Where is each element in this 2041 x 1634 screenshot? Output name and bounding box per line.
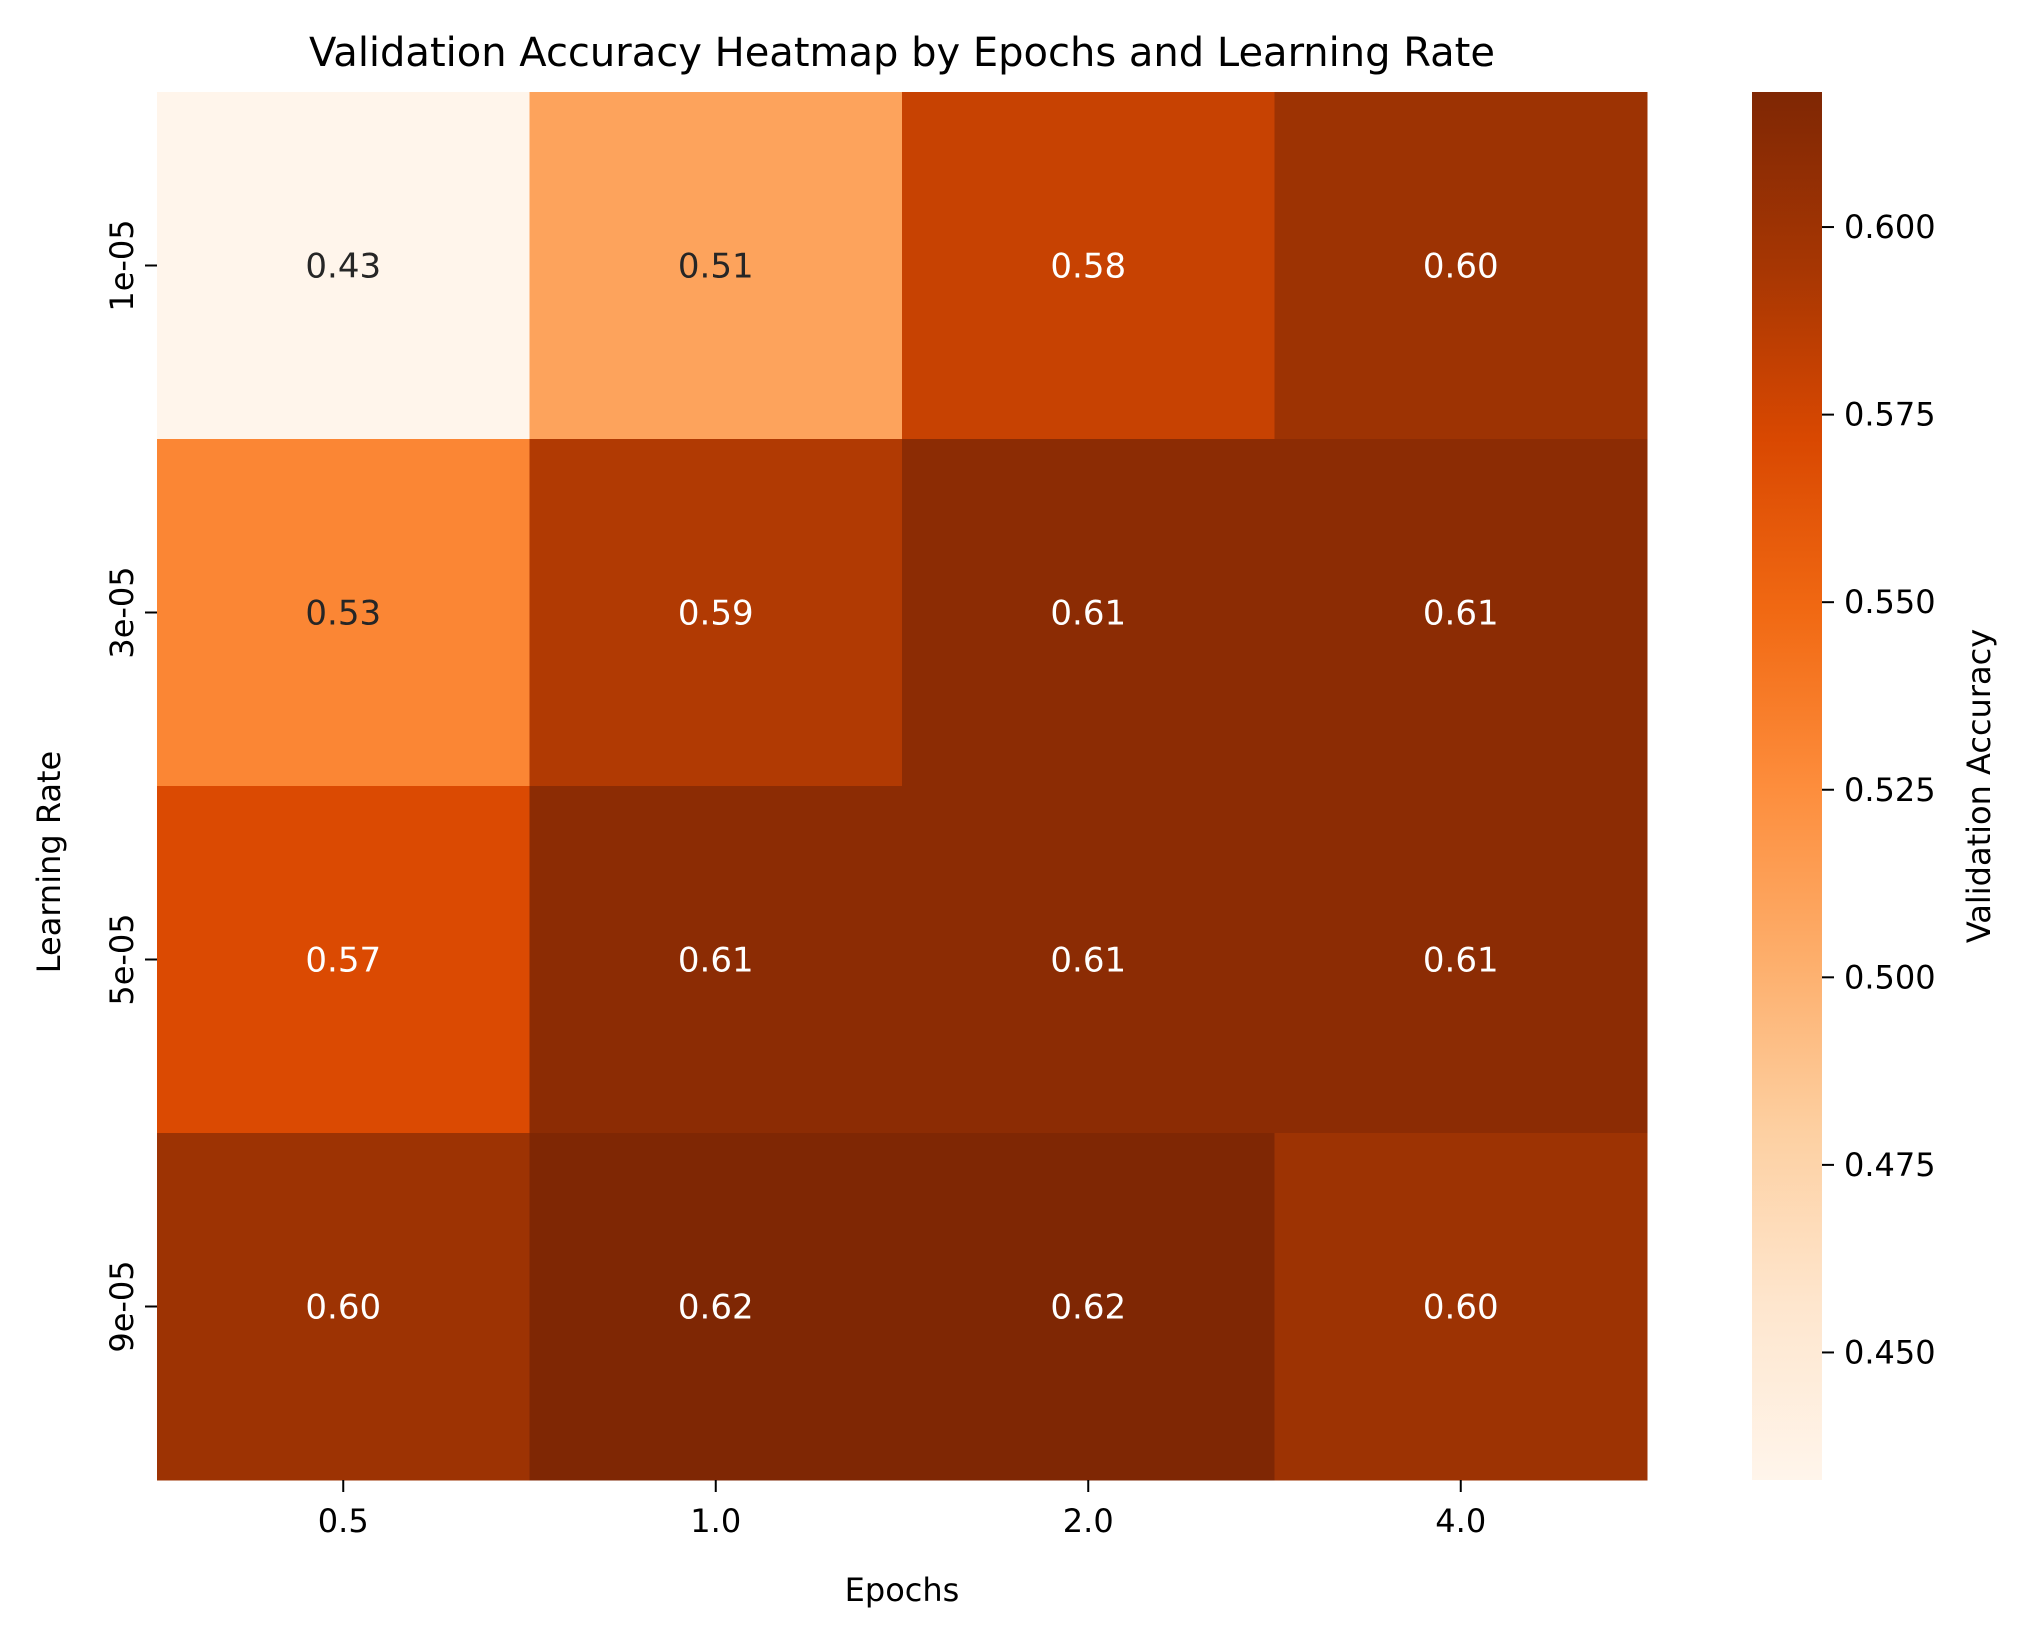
heatmap-cell [1274, 439, 1648, 787]
colorbar-tick-label: 0.550 [1844, 583, 1936, 621]
heatmap-cell [1274, 92, 1648, 440]
colorbar-tick-label: 0.475 [1844, 1146, 1936, 1184]
colorbar-label: Validation Accuracy [1960, 629, 1998, 943]
colorbar-tick-label: 0.450 [1844, 1333, 1936, 1371]
y-tick-label: 5e-05 [103, 913, 141, 1005]
chart-title: Validation Accuracy Heatmap by Epochs an… [309, 30, 1495, 76]
colorbar-tick-label: 0.600 [1844, 208, 1936, 246]
cell-value-label: 0.61 [1050, 941, 1126, 981]
cell-value-label: 0.61 [1050, 594, 1126, 634]
heatmap-cell [1274, 786, 1648, 1134]
x-tick-label: 4.0 [1435, 1502, 1486, 1540]
heatmap-cell [157, 1133, 530, 1481]
colorbar [1752, 92, 1822, 1480]
heatmap-cell [157, 786, 530, 1134]
colorbar-tick-label: 0.525 [1844, 771, 1936, 809]
cell-value-label: 0.59 [678, 594, 754, 634]
x-axis-label: Epochs [845, 1571, 960, 1609]
cell-value-label: 0.61 [1423, 594, 1499, 634]
cell-labels: 0.43 0.51 0.58 0.60 0.53 0.59 0.61 0.61 0.57 0.61… [305, 247, 1498, 1328]
colorbar-ticks: 0.450 0.475 0.500 0.525 0.550 0.575 0.600 [1822, 208, 1936, 1371]
cell-value-label: 0.61 [1423, 941, 1499, 981]
colorbar-tick-label: 0.575 [1844, 396, 1936, 434]
heatmap-cell [529, 439, 903, 787]
heatmap-cell [157, 439, 530, 787]
heatmap-cell [529, 786, 903, 1134]
heatmap-cell [529, 92, 903, 440]
heatmap-cell [157, 92, 530, 440]
cell-value-label: 0.58 [1050, 247, 1126, 287]
cell-value-label: 0.57 [305, 941, 381, 981]
cell-value-label: 0.53 [305, 594, 381, 634]
y-tick-label: 1e-05 [103, 219, 141, 311]
heatmap-cell [902, 786, 1275, 1134]
cell-value-label: 0.61 [678, 941, 754, 981]
heatmap-cell [902, 1133, 1275, 1481]
y-tick-label: 3e-05 [103, 566, 141, 658]
x-tick-label: 2.0 [1063, 1502, 1114, 1540]
heatmap-cells [157, 92, 1648, 1481]
x-tick-label: 1.0 [690, 1502, 741, 1540]
cell-value-label: 0.60 [1423, 1288, 1499, 1328]
y-tick-label: 9e-05 [103, 1260, 141, 1352]
cell-value-label: 0.60 [305, 1288, 381, 1328]
cell-value-label: 0.62 [678, 1288, 754, 1328]
cell-value-label: 0.60 [1423, 247, 1499, 287]
heatmap-cell [529, 1133, 903, 1481]
cell-value-label: 0.62 [1050, 1288, 1126, 1328]
y-axis: 1e-05 3e-05 5e-05 9e-05 [103, 219, 157, 1353]
heatmap-cell [902, 439, 1275, 787]
x-tick-label: 0.5 [318, 1502, 369, 1540]
cell-value-label: 0.51 [678, 247, 754, 287]
colorbar-tick-label: 0.500 [1844, 958, 1936, 996]
x-axis: 0.5 1.0 2.0 4.0 [318, 1480, 1486, 1540]
cell-value-label: 0.43 [305, 247, 381, 287]
heatmap-cell [902, 92, 1275, 440]
y-axis-label: Learning Rate [30, 751, 68, 973]
heatmap-cell [1274, 1133, 1648, 1481]
